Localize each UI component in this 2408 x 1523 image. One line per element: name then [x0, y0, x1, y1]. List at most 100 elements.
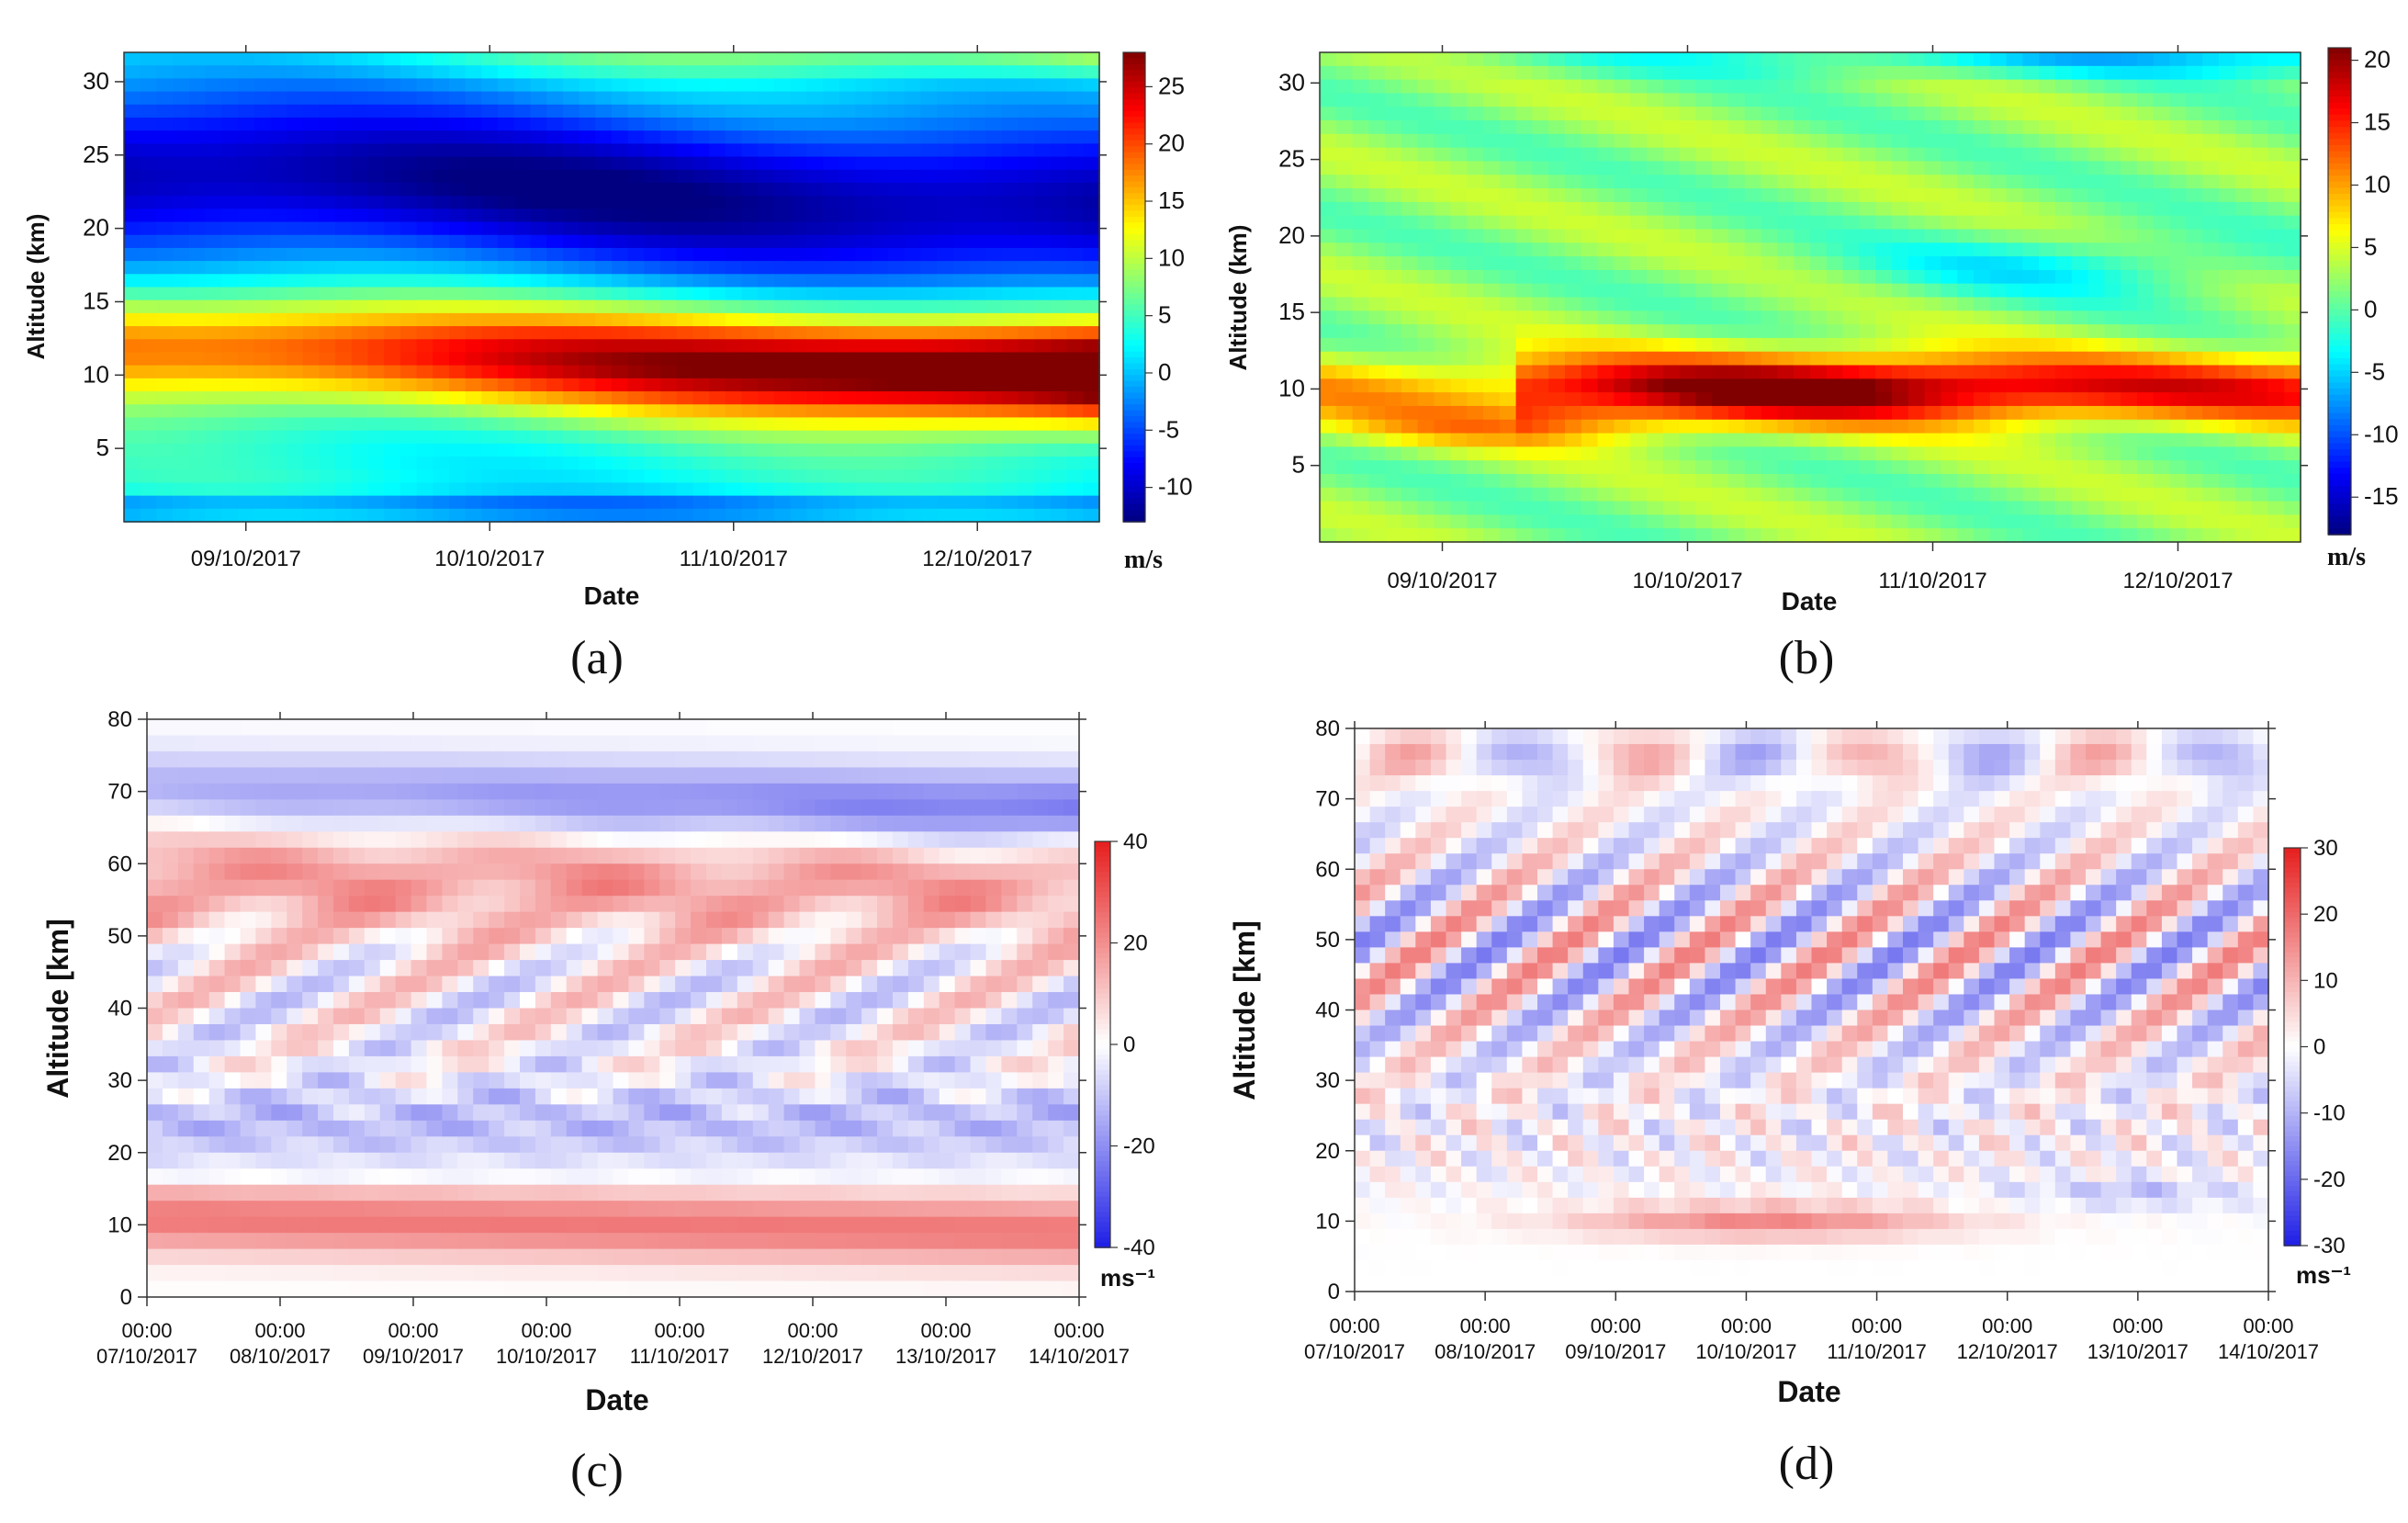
- heatmap-cell: [2219, 351, 2236, 367]
- heatmap-cell: [188, 482, 207, 497]
- heatmap-cell: [2267, 528, 2285, 543]
- heatmap-cell: [952, 391, 971, 406]
- heatmap-cell: [1744, 283, 1762, 299]
- heatmap-cell: [1499, 460, 1517, 475]
- heatmap-cell: [741, 326, 760, 341]
- heatmap-cell: [1335, 433, 1354, 448]
- heatmap-cell: [709, 365, 726, 379]
- heatmap-cell: [188, 352, 207, 367]
- heatmap-cell: [887, 352, 906, 367]
- heatmap-cell: [1499, 269, 1517, 285]
- heatmap-cell: [1647, 337, 1664, 353]
- heatmap-cell: [237, 247, 255, 262]
- heatmap-cell: [1515, 93, 1534, 108]
- heatmap-cell: [271, 735, 288, 752]
- heatmap-cell: [351, 196, 369, 210]
- heatmap-cell: [1892, 93, 1909, 108]
- heatmap-cell: [1532, 161, 1549, 176]
- heatmap-cell: [221, 287, 239, 301]
- heatmap-cell: [156, 352, 174, 367]
- heatmap-cell: [562, 104, 580, 118]
- heatmap-cell: [156, 443, 174, 457]
- heatmap-cell: [1679, 79, 1697, 95]
- heatmap-cell: [1450, 175, 1468, 189]
- heatmap-cell: [1050, 299, 1068, 314]
- heatmap-cell: [177, 976, 195, 993]
- heatmap-cell: [177, 1168, 195, 1186]
- heatmap-cell: [1859, 133, 1876, 149]
- colorbar-segment: [2328, 260, 2351, 268]
- colorbar-segment: [2328, 327, 2351, 335]
- heatmap-cell: [449, 65, 467, 80]
- heatmap-cell: [806, 508, 824, 523]
- heatmap-cell: [838, 457, 857, 471]
- heatmap-cell: [741, 169, 760, 184]
- heatmap-cell: [1034, 508, 1052, 523]
- heatmap-cell: [1695, 229, 1713, 244]
- heatmap-cell: [255, 896, 273, 913]
- heatmap-cell: [838, 417, 857, 432]
- heatmap-cell: [1924, 378, 1942, 393]
- heatmap-cell: [937, 78, 954, 93]
- heatmap-cell: [1532, 107, 1549, 121]
- heatmap-cell: [2219, 79, 2236, 95]
- heatmap-cell: [2022, 460, 2040, 475]
- heatmap-cell: [937, 65, 954, 80]
- heatmap-cell: [1761, 365, 1779, 380]
- heatmap-cell: [1957, 297, 1975, 312]
- heatmap-cell: [449, 274, 467, 288]
- heatmap-cell: [2071, 269, 2089, 285]
- heatmap-cell: [627, 443, 646, 457]
- heatmap-cell: [1581, 188, 1599, 203]
- heatmap-cell: [367, 326, 385, 341]
- heatmap-cell: [1066, 457, 1085, 471]
- heatmap-cell: [920, 378, 938, 392]
- heatmap-cell: [1515, 107, 1534, 121]
- heatmap-cell: [546, 404, 564, 419]
- heatmap-cell: [1744, 243, 1762, 257]
- heatmap-cell: [1907, 310, 1926, 325]
- heatmap-cell: [1794, 161, 1811, 176]
- heatmap-cell: [147, 750, 163, 769]
- heatmap-cell: [1989, 93, 2008, 108]
- heatmap-cell: [240, 1201, 257, 1218]
- heatmap-cell: [806, 378, 824, 392]
- heatmap-cell: [1532, 337, 1549, 353]
- heatmap-cell: [741, 91, 760, 106]
- heatmap-cell: [124, 78, 141, 93]
- heatmap-cell: [2186, 433, 2203, 448]
- colorbar-segment: [1123, 275, 1145, 282]
- heatmap-cell: [2251, 243, 2269, 257]
- heatmap-cell: [318, 799, 334, 817]
- heatmap-cell: [2137, 243, 2155, 257]
- heatmap-cell: [2006, 310, 2024, 325]
- heatmap-cell: [319, 169, 336, 184]
- heatmap-cell: [481, 143, 499, 158]
- colorbar-segment: [2328, 297, 2351, 305]
- heatmap-cell: [1581, 419, 1599, 434]
- heatmap-cell: [1859, 337, 1876, 353]
- heatmap-cell: [1859, 460, 1876, 475]
- heatmap-cell: [287, 482, 304, 497]
- heatmap-cell: [1385, 337, 1402, 353]
- heatmap-cell: [1499, 188, 1517, 203]
- heatmap-cell: [904, 391, 922, 406]
- heatmap-cell: [1565, 419, 1582, 434]
- heatmap-cell: [1728, 161, 1746, 176]
- heatmap-cell: [1826, 365, 1844, 380]
- heatmap-cell: [1695, 161, 1713, 176]
- heatmap-cell: [2284, 229, 2301, 244]
- heatmap-cell: [287, 992, 303, 1010]
- heatmap-cell: [1368, 487, 1386, 502]
- heatmap-cell: [140, 391, 158, 406]
- heatmap-cell: [1385, 107, 1402, 121]
- heatmap-cell: [449, 247, 467, 262]
- heatmap-cell: [2006, 93, 2024, 108]
- heatmap-cell: [823, 117, 840, 131]
- heatmap-cell: [287, 847, 303, 865]
- heatmap-cell: [384, 457, 401, 471]
- heatmap-cell: [287, 735, 303, 752]
- heatmap-cell: [1417, 392, 1435, 407]
- heatmap-cell: [384, 156, 401, 171]
- heatmap-cell: [2039, 243, 2056, 257]
